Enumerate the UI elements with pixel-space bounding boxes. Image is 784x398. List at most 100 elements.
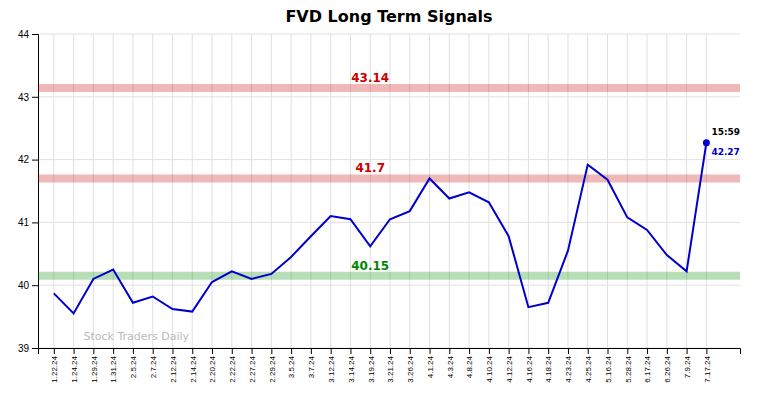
x-tick: 2.20.24: [208, 348, 217, 383]
grid-line: [607, 34, 608, 348]
x-tick: 4.1.24: [426, 348, 435, 378]
x-tick: 3.7.24: [307, 348, 316, 378]
x-tick-mark: [687, 348, 688, 354]
x-tick: 2.14.24: [189, 348, 198, 383]
x-tick-label: 6.17.24: [643, 355, 652, 382]
x-tick-label: 3.14.24: [347, 355, 356, 382]
x-tick: 4.8.24: [465, 348, 474, 378]
x-tick-label: 4.16.24: [525, 355, 534, 382]
x-tick-mark: [291, 348, 292, 354]
x-tick-label: 4.3.24: [446, 355, 455, 378]
x-tick-mark: [172, 348, 173, 354]
y-tick: 40: [18, 280, 38, 291]
y-tick-mark: [32, 97, 38, 98]
watermark: Stock Traders Daily: [83, 330, 189, 343]
x-tick: 4.3.24: [446, 348, 455, 378]
last-value-label: 42.27: [711, 147, 739, 157]
x-tick-mark: [93, 348, 94, 354]
x-tick: 6.17.24: [643, 348, 652, 383]
grid-line: [310, 34, 311, 348]
title: FVD Long Term Signals: [285, 7, 492, 26]
x-tick: 5.16.24: [604, 348, 613, 383]
y-tick-mark: [32, 222, 38, 223]
grid-line: [38, 285, 740, 286]
x-tick: 3.5.24: [287, 348, 296, 378]
grid-line: [330, 34, 331, 348]
x-tick: 6.26.24: [663, 348, 672, 383]
level-label: 40.15: [351, 259, 389, 273]
y-tick-label: 41: [18, 217, 30, 228]
y-tick-label: 39: [18, 343, 30, 354]
x-tick: 7.9.24: [683, 348, 692, 378]
x-tick: 2.22.24: [228, 348, 237, 383]
chart: 3940414243441.22.241.24.241.29.241.31.24…: [0, 0, 784, 398]
x-tick: 2.5.24: [129, 348, 138, 378]
level-label: 41.7: [355, 161, 385, 175]
x-tick-mark: [489, 348, 490, 354]
labels: 43.1441.740.1515:59Stock Traders Daily42…: [83, 71, 740, 343]
grid-line: [706, 34, 707, 348]
x-tick-mark: [608, 348, 609, 354]
grid-line: [113, 34, 114, 348]
x-tick-mark: [410, 348, 411, 354]
x-tick-mark: [667, 348, 668, 354]
x-tick-label: 4.10.24: [485, 355, 494, 382]
x-tick-mark: [350, 348, 351, 354]
grid-line: [567, 34, 568, 348]
x-tick-mark: [509, 348, 510, 354]
y-axis: 394041424344: [18, 29, 39, 354]
y-tick: 42: [18, 154, 38, 165]
grid-line: [409, 34, 410, 348]
x-tick-label: 2.14.24: [189, 355, 198, 382]
x-tick-mark: [54, 348, 55, 354]
x-tick-mark: [528, 348, 529, 354]
grid-line: [93, 34, 94, 348]
y-tick-label: 44: [18, 29, 30, 40]
x-tick-mark: [647, 348, 648, 354]
x-tick-mark: [627, 348, 628, 354]
x-tick-label: 1.24.24: [70, 355, 79, 382]
y-tick-mark: [32, 160, 38, 161]
level-line: [38, 174, 740, 182]
grid-line: [291, 34, 292, 348]
grid-line: [38, 159, 740, 160]
x-tick-label: 4.18.24: [544, 355, 553, 382]
x-tick: 3.19.24: [367, 348, 376, 383]
x-tick-label: 3.7.24: [307, 355, 316, 378]
x-tick-mark: [212, 348, 213, 354]
y-tick-label: 40: [18, 280, 30, 291]
line: [54, 143, 707, 314]
x-tick: 5.28.24: [624, 348, 633, 383]
grid-line: [647, 34, 648, 348]
grid-line: [38, 96, 740, 97]
x-tick-label: 6.26.24: [663, 355, 672, 382]
x-tick-label: 2.22.24: [228, 355, 237, 382]
x-tick: 4.25.24: [584, 348, 593, 383]
x-tick-label: 3.26.24: [406, 355, 415, 382]
grid-line: [587, 34, 588, 348]
x-tick-label: 4.1.24: [426, 355, 435, 378]
x-tick: 3.14.24: [347, 348, 356, 383]
grid-line: [251, 34, 252, 348]
x-tick-label: 3.19.24: [367, 355, 376, 382]
x-tick: 7.17.24: [703, 348, 712, 383]
x-tick-mark: [192, 348, 193, 354]
x-tick: 2.7.24: [149, 348, 158, 378]
grid-line: [469, 34, 470, 348]
x-tick: 4.12.24: [505, 348, 514, 383]
marks: [38, 88, 740, 313]
y-tick: 39: [18, 343, 38, 354]
x-tick: 3.26.24: [406, 348, 415, 383]
x-tick-label: 5.28.24: [624, 355, 633, 382]
y-tick-mark: [32, 285, 38, 286]
x-axis: 1.22.241.24.241.29.241.31.242.5.242.7.24…: [39, 348, 741, 383]
x-tick-label: 7.17.24: [703, 355, 712, 382]
x-tick: 4.16.24: [525, 348, 534, 383]
grid-line: [192, 34, 193, 348]
grid-line: [666, 34, 667, 348]
x-tick-mark: [252, 348, 253, 354]
x-tick-label: 4.25.24: [584, 355, 593, 382]
x-tick-mark: [430, 348, 431, 354]
x-tick-mark: [469, 348, 470, 354]
x-tick: 4.10.24: [485, 348, 494, 383]
